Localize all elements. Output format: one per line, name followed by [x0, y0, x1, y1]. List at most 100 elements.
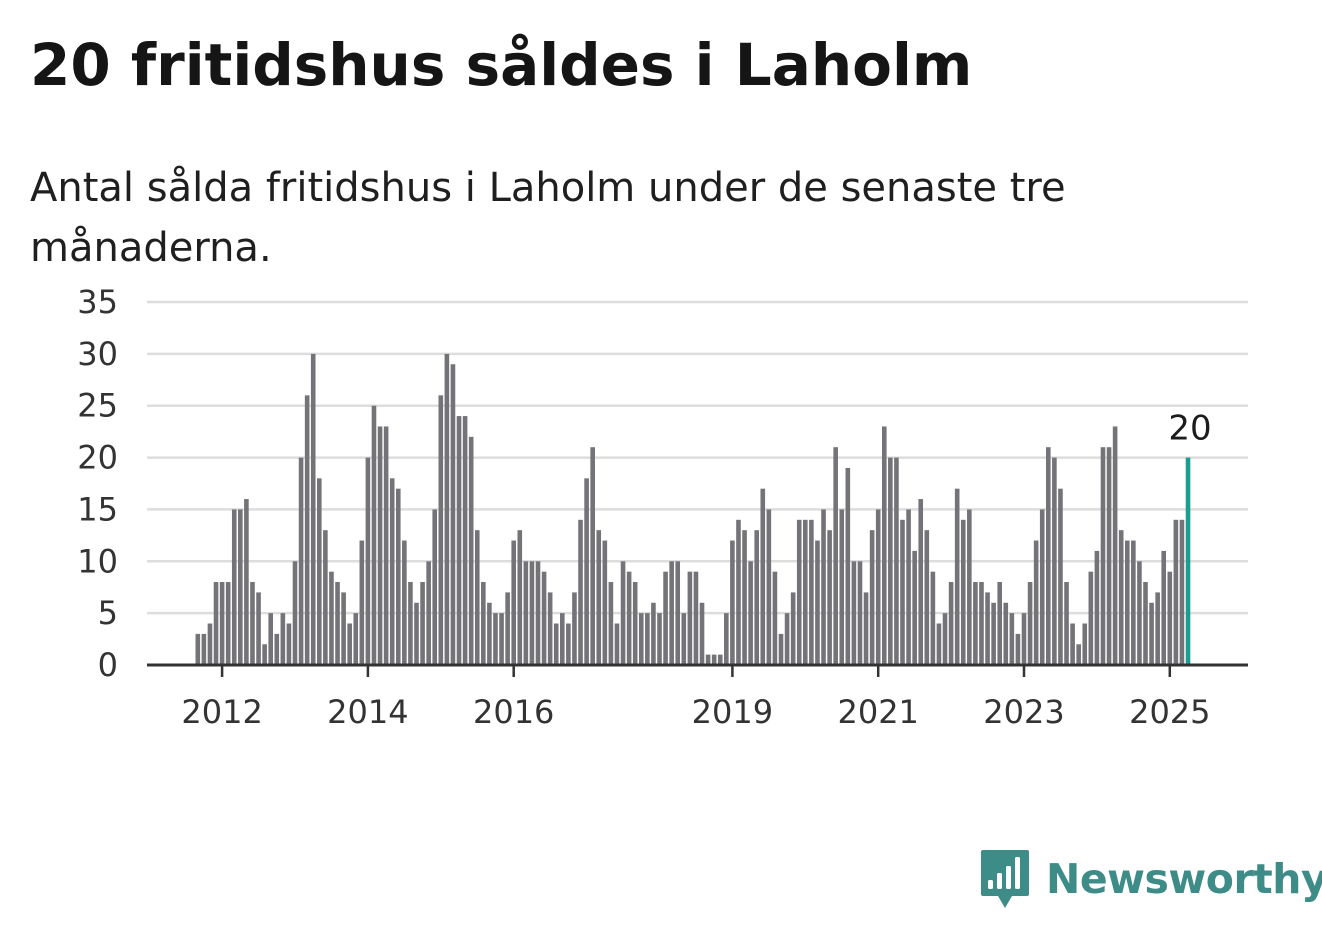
bar: [596, 530, 602, 665]
bar: [341, 592, 346, 665]
bar: [717, 654, 723, 665]
y-tick-label: 0: [98, 646, 118, 684]
bar: [772, 571, 778, 665]
bar: [833, 447, 838, 665]
bar: [207, 623, 213, 665]
bar: [578, 519, 583, 665]
bar: [827, 530, 832, 665]
bar: [736, 519, 741, 665]
bar: [839, 509, 845, 665]
bar: [626, 571, 632, 665]
bar: [560, 613, 565, 665]
bar: [1118, 530, 1124, 665]
bar: [323, 530, 328, 665]
bar: [973, 582, 978, 665]
bar: [724, 613, 729, 665]
bar: [845, 467, 851, 665]
bar: [857, 561, 863, 665]
bar: [535, 561, 541, 665]
y-tick-label: 25: [77, 387, 118, 425]
bar: [493, 613, 498, 665]
bar: [790, 592, 796, 665]
bar: [274, 633, 280, 665]
x-tick-label: 2014: [327, 693, 408, 731]
y-tick-label: 5: [98, 594, 118, 632]
bar: [954, 488, 960, 665]
bar: [742, 530, 747, 665]
bar: [936, 623, 942, 665]
bar: [863, 592, 869, 665]
bar: [796, 519, 802, 665]
bar: [1088, 571, 1094, 665]
bar: [1149, 602, 1154, 665]
bar: [1058, 488, 1063, 665]
bar: [1082, 623, 1088, 665]
bar: [553, 623, 559, 665]
bar: [329, 571, 334, 665]
brand-name: Newsworthy: [1046, 855, 1322, 903]
bar: [371, 405, 377, 665]
bar: [711, 654, 717, 665]
bar: [681, 613, 687, 665]
bar: [292, 561, 298, 665]
bar: [985, 592, 990, 665]
chart-speech-bubble-icon: [981, 850, 1029, 908]
bar: [408, 582, 413, 665]
bar: [918, 499, 924, 665]
bar: [784, 613, 790, 665]
bar: [888, 457, 893, 665]
bar: [906, 509, 911, 665]
bar: [414, 602, 419, 665]
bar: [1052, 457, 1057, 665]
highlight-value-label: 20: [1168, 409, 1211, 449]
bar: [244, 499, 249, 665]
bar: [541, 571, 547, 665]
bar: [298, 457, 304, 665]
bar: [754, 530, 759, 665]
bar: [1167, 571, 1173, 665]
bar: [1131, 540, 1136, 665]
bar: [195, 633, 201, 665]
bar: [1070, 623, 1075, 665]
bar: [967, 509, 972, 665]
y-tick-label: 35: [77, 283, 118, 321]
bar: [778, 633, 784, 665]
bar: [304, 395, 310, 665]
bar: [960, 519, 966, 665]
bar: [262, 644, 267, 665]
bar: [869, 530, 875, 665]
bar: [1064, 582, 1069, 665]
bar: [1003, 602, 1009, 665]
bar: [760, 488, 766, 665]
chart-subtitle: Antal sålda fritidshus i Laholm under de…: [30, 165, 1066, 271]
bar: [620, 561, 626, 665]
bar: [231, 509, 237, 665]
bar: [1173, 519, 1179, 665]
bar: [432, 509, 438, 665]
bar: [280, 613, 286, 665]
bar: [815, 540, 820, 665]
x-tick-label: 2019: [692, 693, 773, 731]
bar: [383, 426, 389, 665]
bar: [499, 613, 504, 665]
bar: [693, 571, 699, 665]
bar: [566, 623, 571, 665]
bar: [1046, 447, 1051, 665]
bar: [1021, 613, 1027, 665]
bar: [687, 571, 693, 665]
bar: [317, 478, 322, 665]
bar: [669, 561, 674, 665]
bar: [657, 613, 662, 665]
bar: [456, 416, 462, 665]
bar: [1039, 509, 1045, 665]
bar: [511, 540, 516, 665]
bar: [997, 582, 1002, 665]
bar: [900, 519, 905, 665]
bar: [426, 561, 431, 665]
bar: [730, 540, 735, 665]
bar: [547, 592, 553, 665]
bar: [268, 613, 273, 665]
bar: [450, 364, 456, 665]
bar: [219, 582, 225, 665]
bar: [402, 540, 407, 665]
